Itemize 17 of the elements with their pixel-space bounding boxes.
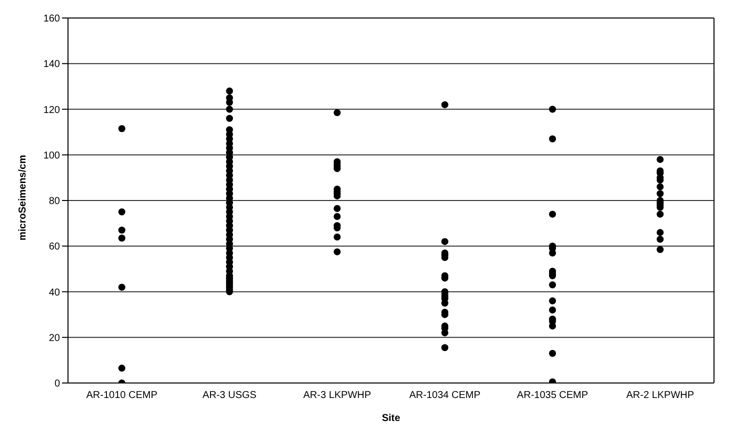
x-tick-label: AR-1010 CEMP: [86, 390, 158, 402]
y-tick-label: 20: [48, 332, 60, 344]
y-tick-label: 0: [54, 378, 60, 390]
y-tick-label: 160: [43, 14, 60, 25]
y-tick-label: 40: [48, 287, 60, 298]
x-tick-label: AR-3 LKPWHP: [303, 390, 372, 402]
y-tick-label: 60: [48, 242, 60, 253]
x-axis-title: Site: [382, 413, 401, 424]
y-axis-title: microSeimens/cm: [18, 154, 29, 240]
x-tick-label: AR-1034 CEMP: [409, 390, 481, 402]
y-tick-label: 120: [43, 104, 60, 116]
y-tick-label: 100: [43, 150, 60, 162]
y-tick-label: 80: [48, 196, 60, 208]
x-tick-label: AR-2 LKPWHP: [626, 390, 694, 402]
x-tick-label: AR-1035 CEMP: [516, 390, 588, 402]
y-tick-label: 140: [43, 59, 60, 70]
x-tick-label: AR-3 USGS: [202, 390, 257, 402]
